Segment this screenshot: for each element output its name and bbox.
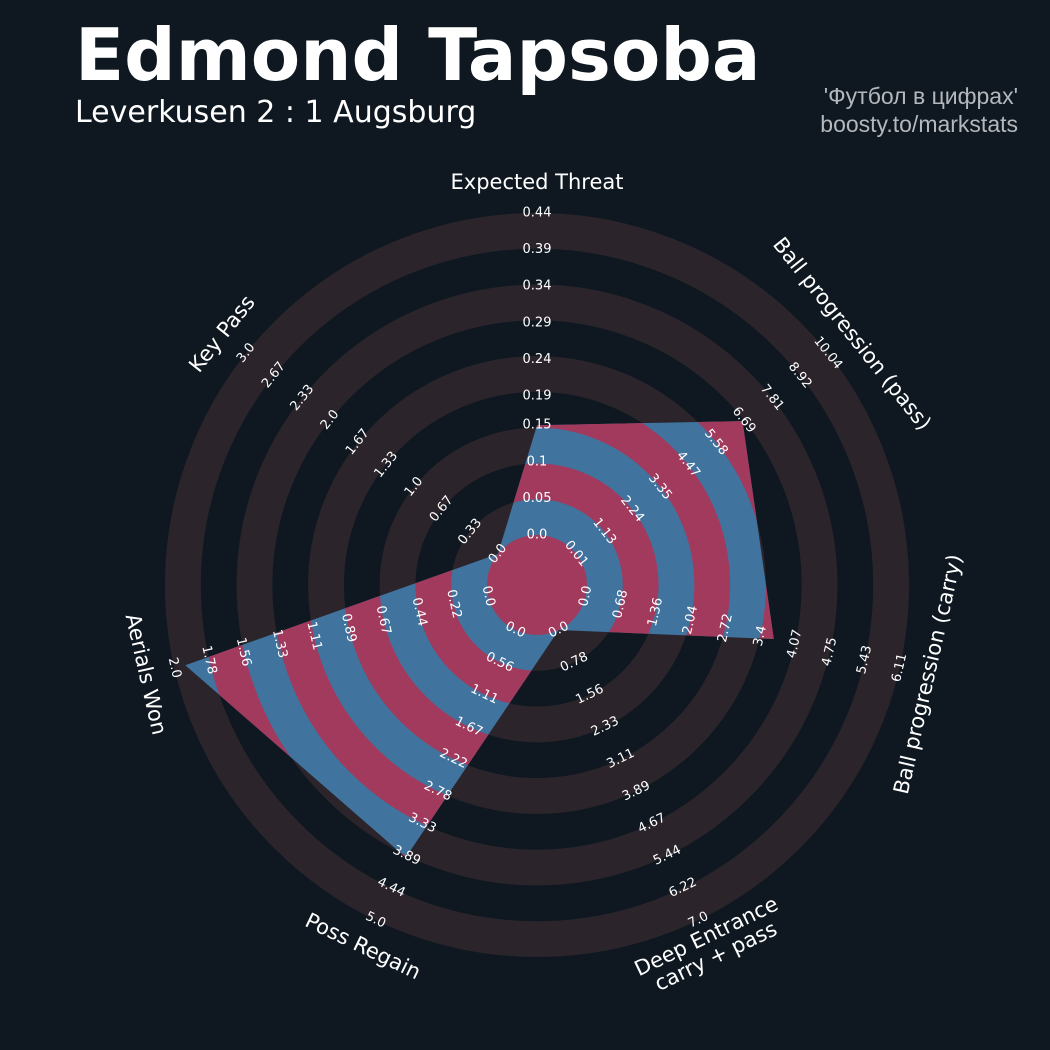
tick-label: 0.0 [479,584,498,608]
tick-label: 0.67 [373,604,394,636]
tick-label: 2.72 [715,612,736,644]
tick-label: 0.05 [523,491,552,506]
tick-label: 0.24 [523,352,552,367]
tick-label: 0.22 [443,588,464,620]
tick-label: 4.07 [784,628,805,660]
tick-label: 0.39 [523,242,552,257]
chart-subtitle: Leverkusen 2 : 1 Augsburg [75,95,476,130]
tick-label: 2.04 [680,604,701,636]
credit: 'Футбол в цифрах' [824,83,1018,109]
tick-label: 1.36 [645,596,666,628]
ring-band [164,212,910,958]
tick-label: 0.29 [523,315,552,330]
tick-label: 3.4 [751,624,770,648]
param-label: Expected Threat [451,170,624,194]
chart-title: Edmond Tapsoba [75,13,760,97]
tick-label: 0.44 [409,596,430,628]
tick-label: 0.19 [523,388,552,403]
tick-label: 2.0 [165,656,184,680]
tick-label: 1.11 [303,620,324,652]
radar-ring [487,535,587,635]
tick-label: 0.89 [338,612,359,644]
credit: boosty.to/markstats [820,111,1018,137]
tick-label: 0.15 [523,418,552,433]
param-label-line: Expected Threat [451,170,624,194]
tick-label: 0.1 [527,454,548,469]
tick-label: 4.75 [819,636,840,668]
tick-label: 0.0 [527,528,548,543]
ring-band [236,284,838,886]
tick-label: 0.68 [610,588,631,620]
tick-label: 5.43 [854,644,875,676]
tick-label: 1.33 [269,628,290,660]
tick-label: 1.78 [198,644,219,676]
tick-label: 6.11 [889,652,910,684]
tick-label: 1.56 [233,636,254,668]
tick-label: 0.0 [576,584,595,608]
tick-label: 0.44 [523,206,552,221]
tick-label: 0.34 [523,279,552,294]
